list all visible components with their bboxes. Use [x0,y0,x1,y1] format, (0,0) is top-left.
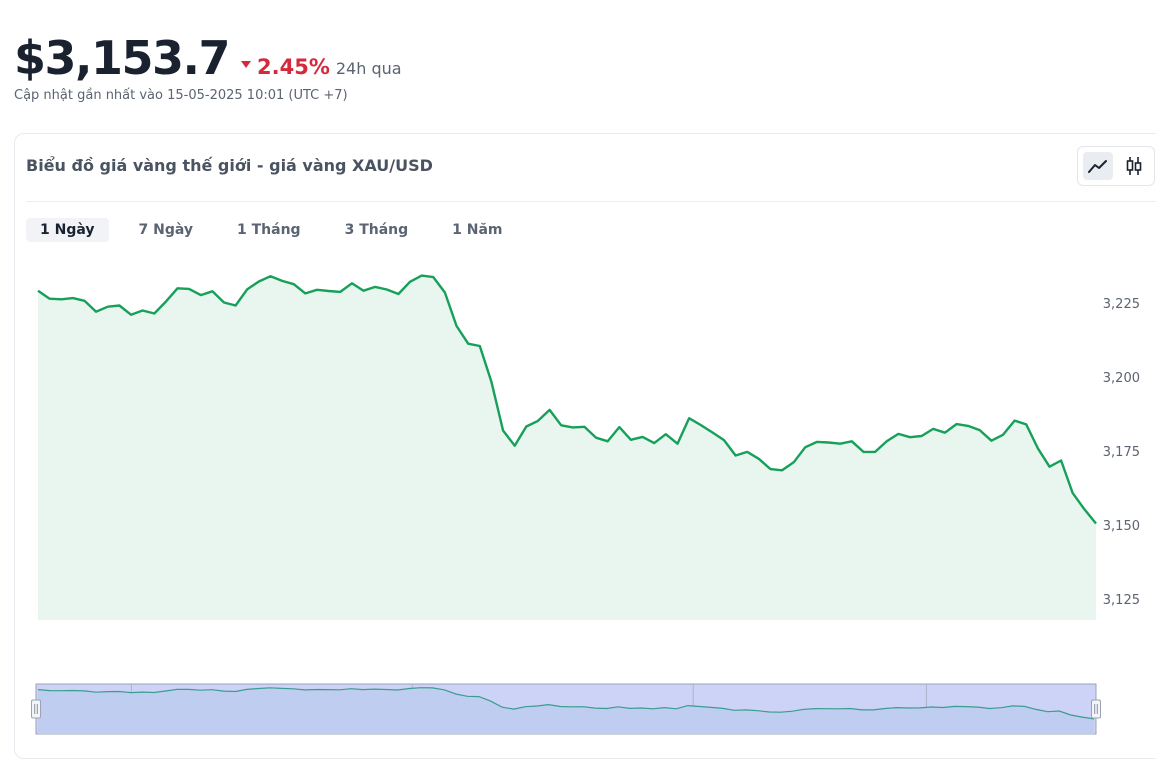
y-axis: 3,125 3,150 3,175 3,200 3,225 [1103,297,1140,608]
price-header: $3,153.7 2.45% 24h qua [14,28,402,88]
navigator-area [38,687,1094,734]
price-line [37,274,1097,525]
chart-type-toggle [1077,146,1155,186]
navigator[interactable]: 12:0018:0015 May06:00 [31,683,1101,735]
range-tabs: 1 Ngày 7 Ngày 1 Tháng 3 Tháng 1 Năm [26,218,533,242]
tab-1-day[interactable]: 1 Ngày [26,218,109,242]
last-updated: Cập nhật gần nhất vào 15-05-2025 10:01 (… [14,88,348,103]
tab-1-month[interactable]: 1 Tháng [237,222,301,238]
tab-3-months[interactable]: 3 Tháng [344,222,409,238]
navigator-line [37,687,1095,720]
y-tick-label: 3,200 [1103,371,1140,386]
card-divider [26,201,1156,202]
candlestick-icon [1126,157,1142,175]
navigator-handle-left[interactable] [31,699,41,719]
line-chart-button[interactable] [1083,152,1113,180]
tab-7-days[interactable]: 7 Ngày [138,222,194,238]
navigator-handle-right[interactable] [1091,699,1101,719]
y-tick-label: 3,175 [1103,445,1140,460]
y-tick-label: 3,225 [1103,297,1140,312]
area-fill [38,275,1096,620]
tab-1-year[interactable]: 1 Năm [452,222,503,238]
main-plot [37,274,1097,620]
y-tick-label: 3,125 [1103,593,1140,608]
candlestick-button[interactable] [1119,152,1149,180]
change-period: 24h qua [335,59,402,78]
chart-title: Biểu đồ giá vàng thế giới - giá vàng XAU… [26,156,433,175]
line-chart-icon [1088,160,1107,173]
caret-down-icon [241,61,251,68]
y-tick-label: 3,150 [1103,519,1140,534]
price-change: 2.45% 24h qua [241,55,402,79]
current-price: $3,153.7 [14,31,231,85]
change-percent: 2.45% [257,55,330,79]
